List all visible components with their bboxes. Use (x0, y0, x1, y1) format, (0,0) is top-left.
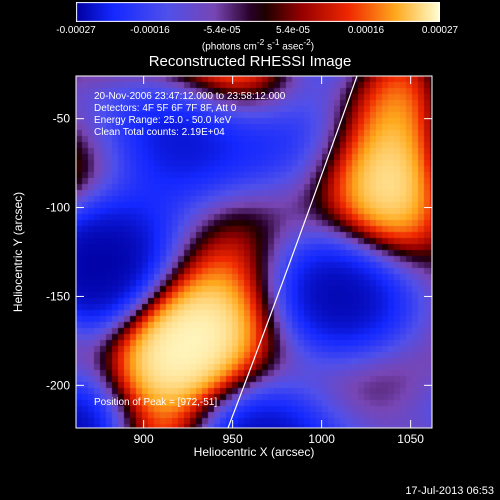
y-tick-label: -200 (46, 378, 70, 392)
annotation-peak: Position of Peak = [972,-51] (94, 397, 218, 408)
x-tick-label: 900 (134, 432, 154, 446)
colorbar-tick: -0.00027 (56, 25, 96, 36)
x-tick-label: 1050 (397, 432, 424, 446)
y-tick-label: -50 (53, 112, 71, 126)
colorbar-tick: -0.00016 (130, 25, 170, 36)
colorbar-tick: 5.4e-05 (276, 25, 310, 36)
colorbar-tick: 0.00027 (421, 25, 459, 36)
colorbar-tick: -5.4e-05 (203, 25, 241, 36)
annotation-energy: Energy Range: 25.0 - 50.0 keV (94, 115, 232, 126)
y-tick-label: -150 (46, 289, 70, 303)
footer-date: 17-Jul-2013 06:53 (405, 485, 494, 497)
x-tick-label: 950 (223, 432, 243, 446)
x-tick-label: 1000 (308, 432, 335, 446)
y-tick-label: -100 (46, 201, 70, 215)
colorbar (76, 2, 440, 22)
annotation-clean: Clean Total counts: 2.19E+04 (94, 127, 225, 138)
colorbar-label: (photons cm-2 s-1 asec-2) (201, 37, 315, 53)
y-axis-label: Heliocentric Y (arcsec) (11, 191, 25, 313)
annotation-time: 20-Nov-2006 23:47:12.000 to 23:58:12.000 (94, 91, 286, 102)
chart-title: Reconstructed RHESSI Image (148, 53, 352, 70)
x-axis-label: Heliocentric X (arcsec) (193, 445, 315, 459)
annotation-detectors: Detectors: 4F 5F 6F 7F 8F, Att 0 (94, 103, 237, 114)
colorbar-tick: 0.00016 (347, 25, 385, 36)
